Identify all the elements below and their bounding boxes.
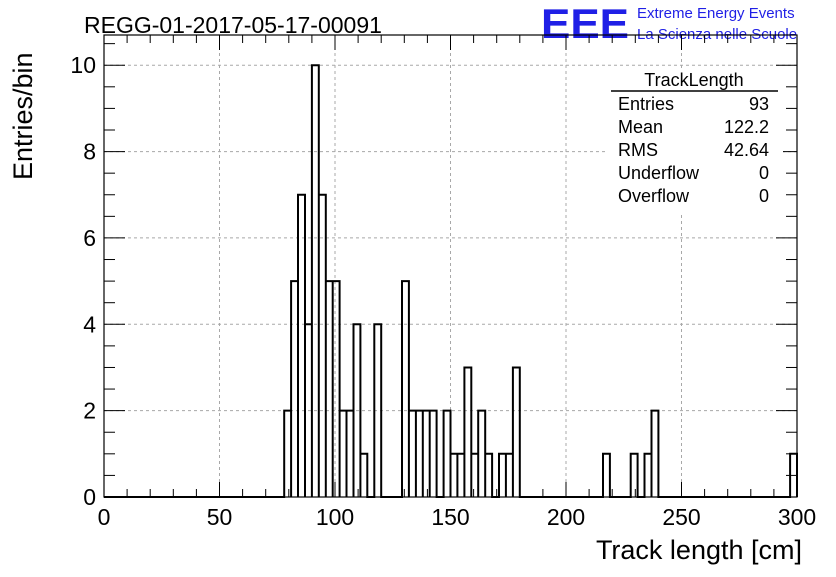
stats-row-label: RMS bbox=[618, 140, 658, 160]
histogram-bin bbox=[291, 281, 298, 497]
y-tick-label: 10 bbox=[70, 52, 96, 78]
histogram-bin bbox=[603, 454, 610, 497]
stats-rows: Entries 93 Mean 122.2 RMS 42.64 Underflow 0 Over… bbox=[618, 94, 769, 206]
histogram-bin bbox=[499, 454, 506, 497]
histogram-bin bbox=[478, 411, 485, 497]
stats-box-background bbox=[607, 70, 783, 212]
histogram-bin bbox=[347, 411, 354, 497]
grid-lines bbox=[104, 35, 797, 497]
histogram-bin bbox=[333, 281, 340, 497]
histogram-bin bbox=[305, 324, 312, 497]
histogram-bin bbox=[506, 454, 513, 497]
y-tick-label: 2 bbox=[83, 398, 96, 424]
y-tick-label: 8 bbox=[83, 139, 96, 165]
stats-row-label: Mean bbox=[618, 117, 663, 137]
stats-row-value: 42.64 bbox=[724, 140, 769, 160]
histogram-bin bbox=[430, 411, 437, 497]
y-tick-label: 4 bbox=[83, 311, 96, 337]
histogram-bin bbox=[444, 411, 451, 497]
stats-title: TrackLength bbox=[644, 70, 743, 90]
histogram-bin bbox=[340, 411, 347, 497]
histogram-bin bbox=[631, 454, 638, 497]
axes: 0 50 100 150 200 250 300 0 2 4 6 8 10 bbox=[70, 34, 816, 530]
histogram-bin bbox=[416, 411, 423, 497]
stats-row-value: 122.2 bbox=[724, 117, 769, 137]
histogram-bin bbox=[651, 411, 658, 497]
histogram-bin bbox=[423, 411, 430, 497]
histogram-bin bbox=[360, 454, 367, 497]
histogram-bin bbox=[319, 195, 326, 497]
stats-row-label: Underflow bbox=[618, 163, 700, 183]
logo-mark: EEE bbox=[541, 0, 629, 47]
histogram-bin bbox=[513, 367, 520, 497]
x-tick-label: 50 bbox=[207, 504, 233, 530]
histogram-bin bbox=[284, 411, 291, 497]
stats-box: TrackLength Entries 93 Mean 122.2 RMS 42.64 Un… bbox=[607, 70, 783, 212]
histogram-bin bbox=[298, 195, 305, 497]
stats-row-value: 0 bbox=[759, 163, 769, 183]
histogram-bin bbox=[464, 367, 471, 497]
x-tick-label: 150 bbox=[431, 504, 469, 530]
x-tick-label: 100 bbox=[316, 504, 354, 530]
histogram-bin bbox=[451, 454, 458, 497]
x-tick-label: 250 bbox=[662, 504, 700, 530]
chart-title: REGG-01-2017-05-17-00091 bbox=[84, 12, 382, 38]
histogram-bin bbox=[353, 324, 360, 497]
x-tick-label: 300 bbox=[778, 504, 816, 530]
stats-row-value: 0 bbox=[759, 186, 769, 206]
y-axis-label: Entries/bin bbox=[8, 52, 38, 180]
x-tick-label: 0 bbox=[98, 504, 111, 530]
x-tick-label: 200 bbox=[547, 504, 585, 530]
histogram-bin bbox=[471, 454, 478, 497]
histogram-bin bbox=[326, 281, 333, 497]
histogram-bin bbox=[485, 454, 492, 497]
stats-row-value: 93 bbox=[749, 94, 769, 114]
y-tick-label: 0 bbox=[83, 484, 96, 510]
histogram-bin bbox=[645, 454, 652, 497]
stats-row-label: Overflow bbox=[618, 186, 690, 206]
y-tick-label: 6 bbox=[83, 225, 96, 251]
histogram-bin bbox=[402, 281, 409, 497]
logo-line-1: Extreme Energy Events bbox=[637, 5, 795, 22]
stats-row-label: Entries bbox=[618, 94, 674, 114]
histogram-bin bbox=[457, 454, 464, 497]
histogram-bin bbox=[409, 411, 416, 497]
histogram-bin bbox=[312, 65, 319, 497]
histogram-bin bbox=[374, 324, 381, 497]
eee-logo: EEE Extreme Energy Events La Scienza nel… bbox=[541, 0, 797, 47]
x-axis-label: Track length [cm] bbox=[596, 535, 802, 565]
